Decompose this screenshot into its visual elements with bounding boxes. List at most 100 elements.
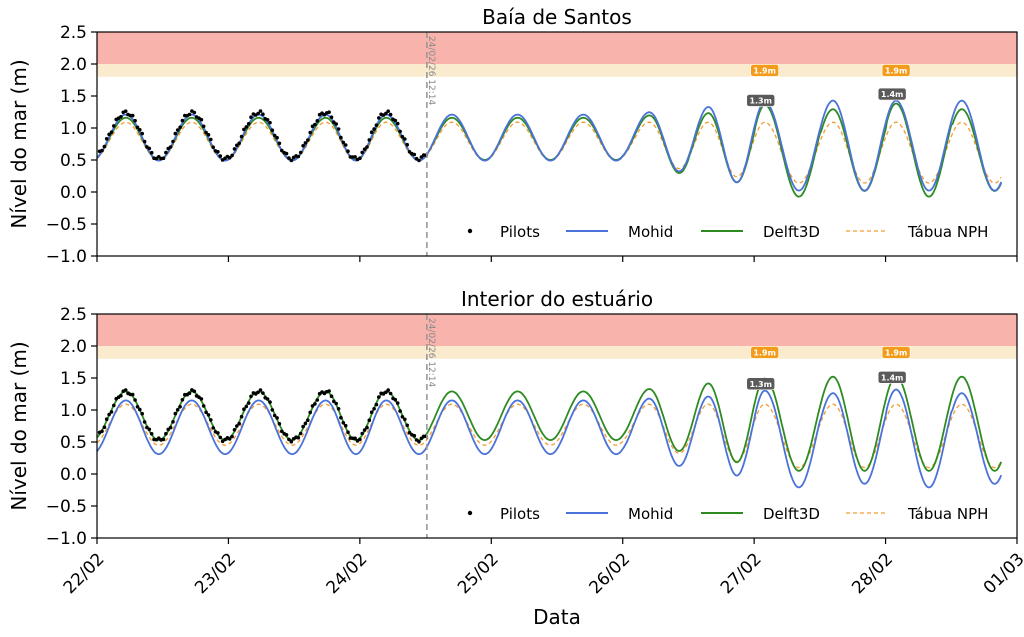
y-tick-label: 0.5 (60, 151, 87, 171)
pilot-point (133, 118, 137, 123)
y-tick-label: 1.0 (60, 119, 87, 139)
pilot-point (112, 403, 116, 408)
pilot-point (173, 411, 178, 416)
pilot-point (272, 133, 277, 138)
pilot-point (268, 120, 272, 125)
pilot-point (280, 148, 284, 153)
pilot-point (227, 437, 232, 441)
pilot-point (329, 394, 334, 399)
pilot-point (308, 130, 313, 135)
pilot-point (308, 410, 313, 415)
legend-label-pilots: Pilots (500, 505, 540, 523)
pilot-point (296, 435, 301, 440)
pilot-point (168, 425, 173, 430)
pilot-point (275, 416, 279, 420)
peak-badge (750, 64, 779, 77)
pilot-point (405, 142, 410, 147)
pilot-point (180, 118, 185, 123)
pilot-point (235, 143, 239, 148)
pilot-point (268, 400, 272, 404)
pilot-point (119, 115, 123, 119)
y-tick-label: −0.5 (46, 497, 87, 517)
y-tick-label: 0.0 (60, 183, 87, 203)
pilot-point (362, 147, 367, 151)
peak-badge (746, 94, 776, 107)
pilot-point (374, 123, 379, 127)
peak-badge (881, 346, 911, 359)
pilot-point (384, 390, 388, 395)
pilot-point (270, 128, 275, 132)
pilot-point (232, 147, 237, 151)
pilot-point (372, 407, 376, 411)
y-tick-label: −1.0 (46, 529, 87, 549)
pilot-point (218, 154, 223, 158)
nph-line (96, 121, 1002, 184)
pilot-point (393, 118, 398, 123)
pilot-point (164, 431, 168, 436)
pilot-point (147, 427, 152, 432)
pilot-point (178, 405, 182, 409)
pilot-point (360, 431, 365, 436)
pilot-point (171, 139, 175, 144)
pilot-point (171, 420, 175, 424)
x-tick-label: 26/02 (585, 549, 634, 598)
pilot-point (209, 418, 213, 422)
pilot-point (336, 407, 341, 411)
danger-band (97, 32, 1017, 64)
peak-badge (746, 377, 776, 391)
pilot-point (180, 398, 185, 402)
pilot-point (258, 109, 263, 113)
peak-badge-label: 1.9m (885, 66, 908, 75)
pilot-point (369, 410, 374, 415)
pilot-point (135, 405, 140, 409)
pilot-point (218, 435, 223, 440)
pilot-point (332, 399, 336, 404)
legend-marker-pilots (467, 510, 473, 516)
pilot-point (235, 424, 239, 428)
pilot-point (107, 132, 111, 137)
x-tick-label: 24/02 (323, 549, 372, 598)
pilot-point (211, 426, 215, 430)
y-tick-label: −1.0 (46, 247, 87, 267)
pilot-point (339, 135, 343, 140)
pilot-point (310, 404, 315, 408)
pilot-point (393, 397, 398, 402)
pilot-point (175, 408, 180, 412)
legend-label-delft: Delft3D (763, 505, 820, 523)
pilot-point (149, 150, 154, 155)
pilot-point (353, 436, 357, 441)
now-line-label: 24/02/26 12:14 (426, 36, 436, 105)
pilot-point (384, 111, 388, 116)
pilot-point (109, 130, 114, 134)
pilot-point (104, 137, 109, 141)
pilot-point (256, 390, 260, 395)
pilot-point (192, 389, 197, 394)
panel-title: Interior do estuário (461, 287, 653, 311)
pilot-point (135, 125, 140, 130)
legend-label-nph: Tábua NPH (907, 223, 988, 241)
peak-badge-label: 1.9m (885, 348, 908, 357)
x-tick-label: 23/02 (191, 549, 240, 598)
pilot-point (298, 150, 303, 155)
y-axis-label: Nível do mar (m) (7, 341, 31, 510)
pilot-point (102, 144, 107, 149)
pilot-point (313, 122, 317, 127)
pilot-point (242, 407, 246, 412)
pilot-point (104, 417, 109, 422)
pilot-point (341, 421, 346, 425)
pilot-point (100, 429, 104, 434)
pilot-point (287, 156, 291, 160)
x-tick-label: 27/02 (717, 549, 766, 598)
pilot-point (237, 421, 241, 426)
pilot-point (242, 127, 246, 132)
pilot-point (201, 124, 206, 129)
pilot-point (395, 121, 400, 126)
pilot-point (372, 127, 376, 131)
pilot-point (400, 134, 405, 139)
pilot-point (346, 149, 350, 153)
pilot-point (367, 138, 372, 142)
pilot-point (303, 421, 308, 426)
pilot-point (140, 131, 144, 136)
pilot-point (388, 112, 393, 117)
pilot-point (261, 391, 265, 395)
